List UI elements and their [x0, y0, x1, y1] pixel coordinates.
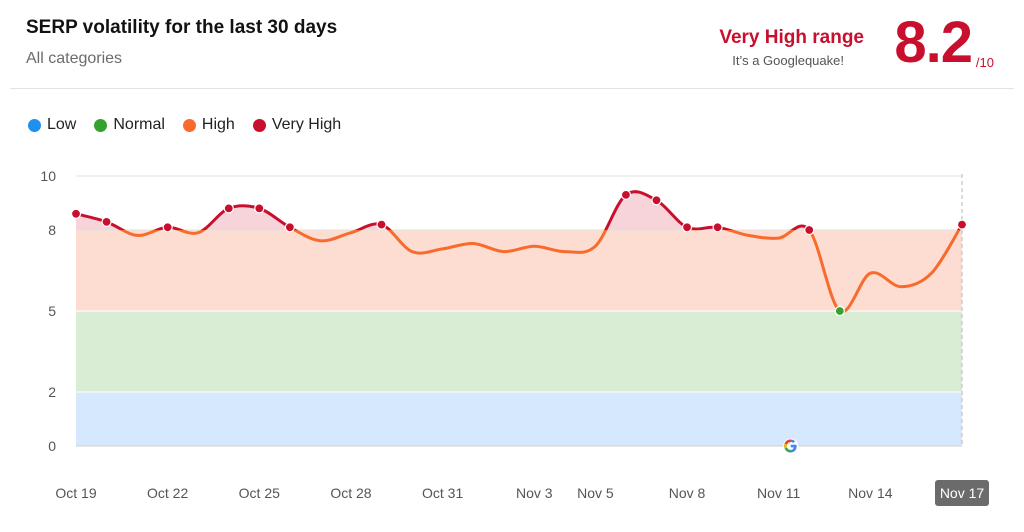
y-tick-label-8: 8 [48, 222, 56, 238]
header-divider [10, 88, 1014, 89]
data-point[interactable] [834, 305, 845, 317]
band-low [76, 392, 962, 446]
data-point[interactable] [162, 222, 173, 233]
legend-item-high[interactable]: High [182, 116, 235, 134]
data-point[interactable] [712, 222, 723, 233]
x-tick-label[interactable]: Nov 3 [516, 485, 553, 501]
data-point[interactable] [681, 222, 693, 233]
legend-dot-high-icon [182, 118, 196, 132]
legend-dot-low-icon [28, 118, 41, 132]
range-label: Very High range [719, 27, 864, 48]
data-point[interactable] [254, 203, 265, 214]
legend-item-low[interactable]: Low [28, 116, 76, 134]
x-tick-label[interactable]: Oct 19 [55, 485, 96, 501]
legend-label-normal: Normal [113, 116, 165, 133]
chart-title: SERP volatility for the last 30 days [26, 17, 338, 38]
data-point[interactable] [651, 195, 662, 206]
legend: Low Normal High Very High [28, 116, 341, 134]
x-tick-label[interactable]: Nov 14 [848, 485, 893, 501]
band-high [76, 230, 962, 311]
x-tick-label[interactable]: Nov 8 [669, 485, 706, 501]
data-point[interactable] [101, 216, 112, 227]
legend-item-normal[interactable]: Normal [94, 116, 165, 134]
legend-dot-normal-icon [94, 118, 108, 132]
x-tick-label-highlighted[interactable]: Nov 17 [940, 485, 985, 501]
legend-label-high: High [201, 116, 235, 133]
range-note: It’s a Googlequake! [732, 53, 844, 68]
x-tick-label[interactable]: Oct 28 [330, 485, 371, 501]
volatility-score: 8.2 [894, 10, 973, 75]
y-tick-label-2: 2 [48, 384, 56, 400]
data-point[interactable] [804, 224, 815, 236]
legend-dot-very-high-icon [252, 118, 266, 132]
legend-label-very-high: Very High [271, 116, 342, 133]
data-point[interactable] [284, 222, 295, 233]
score-max: /10 [975, 55, 994, 70]
data-point[interactable] [223, 203, 234, 214]
band-normal [76, 311, 962, 392]
y-tick-label-5: 5 [48, 303, 56, 319]
google-g-icon[interactable] [783, 438, 799, 454]
x-tick-label[interactable]: Oct 22 [147, 485, 188, 501]
y-tick-label-0: 0 [48, 438, 56, 454]
data-point[interactable] [956, 219, 968, 230]
x-tick-label[interactable]: Oct 25 [239, 485, 280, 501]
x-tick-label[interactable]: Oct 31 [422, 485, 463, 501]
y-tick-label-10: 10 [40, 168, 56, 184]
legend-item-very-high[interactable]: Very High [252, 116, 342, 134]
legend-label-low: Low [47, 116, 77, 133]
x-tick-label[interactable]: Nov 5 [577, 485, 614, 501]
x-tick-highlight [935, 480, 989, 506]
data-point[interactable] [620, 189, 632, 200]
data-point[interactable] [70, 208, 82, 219]
data-point[interactable] [376, 219, 387, 230]
series-line-high [119, 230, 961, 314]
category-filter[interactable]: All categories [26, 50, 123, 67]
x-tick-label[interactable]: Nov 11 [757, 485, 801, 501]
very-high-area [76, 191, 962, 230]
